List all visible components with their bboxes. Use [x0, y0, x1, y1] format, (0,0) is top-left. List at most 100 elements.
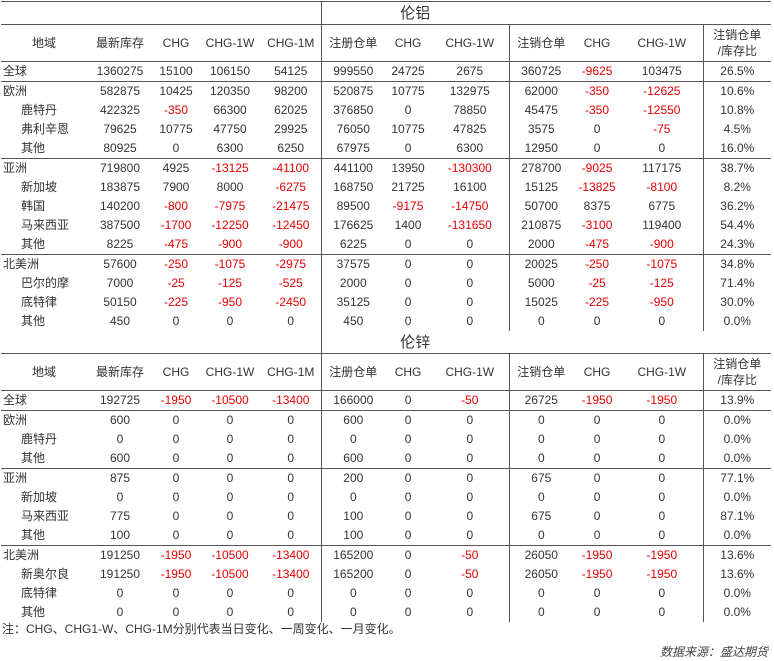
column-header: 注册仓单 [320, 24, 386, 62]
data-cell: 0 [287, 490, 295, 504]
region-label: 其他 [21, 237, 46, 251]
data-cell: 0 [404, 276, 412, 290]
data-cell: 0 [172, 490, 180, 504]
data-cell: 71.4% [702, 274, 772, 293]
region-label: 全球 [3, 64, 28, 78]
ratio-header-line1: 注销仓单 [713, 357, 762, 371]
column-header: CHG-1W [431, 353, 510, 391]
data-cell: 13.6% [702, 565, 772, 584]
data-cell: 62000 [508, 81, 574, 101]
data-cell: 0 [466, 432, 474, 446]
region-label: 全球 [3, 393, 28, 407]
data-cell: 165200 [320, 545, 386, 565]
data-cell: -1075 [621, 254, 704, 274]
data-cell: -950 [649, 295, 674, 309]
data-cell: -125 [217, 276, 243, 290]
data-cell: 1360275 [96, 64, 144, 78]
table-row: 新加坡 0 0 0 0 0 0 0 0 0 0 0.0% [1, 488, 772, 507]
data-cell: 0 [431, 468, 510, 488]
data-cell: 12950 [508, 139, 574, 159]
data-cell: 47750 [213, 122, 247, 136]
data-cell: 0 [404, 528, 412, 542]
table-row: 亚洲 875 0 0 0 200 0 0 675 0 0 77.1% [1, 468, 772, 488]
data-cell: 66300 [213, 103, 247, 117]
region-label: 亚洲 [1, 158, 87, 178]
data-cell: 0 [593, 451, 601, 465]
data-cell: 450 [109, 314, 131, 328]
data-cell: -350 [163, 103, 189, 117]
data-cell: -13825 [578, 180, 616, 194]
data-cell: -130300 [431, 158, 510, 178]
region-label: 鹿特丹 [21, 103, 58, 117]
data-cell: 8225 [106, 237, 134, 251]
data-cell: 98200 [261, 81, 322, 101]
region-label: 巴尔的摩 [21, 276, 70, 290]
data-cell: 0 [172, 509, 180, 523]
data-cell: 0 [508, 449, 574, 469]
metal-title: 伦锌 [320, 331, 510, 354]
data-cell: -1950 [581, 567, 613, 581]
data-cell: -900 [649, 237, 674, 251]
data-cell: 719800 [87, 158, 153, 178]
data-cell: 0 [172, 432, 180, 446]
data-cell: 100 [320, 507, 386, 526]
data-cell: 0 [621, 410, 704, 430]
data-cell: -12625 [621, 81, 704, 101]
data-cell: 0 [199, 410, 261, 430]
column-header: CHG [385, 24, 432, 62]
data-cell: 0 [508, 584, 574, 603]
column-header: 注册仓单 [320, 353, 386, 391]
data-cell: 0 [320, 603, 386, 622]
data-cell: -8100 [646, 180, 678, 194]
data-cell: -25 [588, 276, 606, 290]
data-cell: 54.4% [702, 216, 772, 235]
data-cell: 422325 [99, 103, 141, 117]
data-cell: 0 [320, 430, 386, 449]
data-cell: 183875 [99, 180, 141, 194]
column-header: 最新库存 [87, 353, 153, 391]
data-cell: 0 [116, 432, 124, 446]
title-spacer [509, 1, 772, 25]
data-cell: -10500 [211, 567, 249, 581]
column-header: CHG [573, 353, 622, 391]
data-cell: 0 [116, 605, 124, 619]
data-cell: -13125 [199, 158, 261, 178]
footnote: 注：CHG、CHG1-W、CHG-1M分别代表当日变化、一周变化、一月变化。 [2, 622, 401, 636]
data-cell: -1950 [646, 393, 678, 407]
data-cell: 62025 [274, 103, 308, 117]
data-cell: 0 [404, 103, 412, 117]
data-cell: 387500 [99, 218, 141, 232]
table-row: 鹿特丹 0 0 0 0 0 0 0 0 0 0 0.0% [1, 430, 772, 449]
data-cell: 0 [466, 605, 474, 619]
data-cell: 34.8% [702, 254, 772, 274]
table-row: 北美洲 57600 -250 -1075 -2975 37575 0 0 20025 -250 -1… [1, 254, 772, 274]
data-cell: 0 [466, 451, 474, 465]
data-cell: 10775 [391, 122, 425, 136]
data-cell: -12450 [272, 218, 310, 232]
table-row: 新加坡 183875 7900 8000 -6275 168750 21725 16100 15… [1, 178, 772, 197]
data-cell: -13400 [272, 567, 310, 581]
data-cell: -10500 [199, 545, 261, 565]
data-cell: 36.2% [702, 197, 772, 216]
data-cell: 0 [621, 468, 704, 488]
data-cell: 0 [593, 122, 601, 136]
data-cell: 0 [287, 314, 295, 328]
data-cell: 0 [172, 586, 180, 600]
data-cell: 0 [199, 468, 261, 488]
column-header: CHG [573, 24, 622, 62]
data-cell: 67975 [320, 139, 386, 159]
table-row: 底特律 50150 -225 -950 -2450 35125 0 0 15025 -225 -95… [1, 293, 772, 312]
data-cell: 0 [226, 509, 234, 523]
data-cell: 24.3% [702, 235, 772, 255]
data-cell: 0 [385, 410, 432, 430]
data-cell: 520875 [320, 81, 386, 101]
table-title-row: 伦锌 [1, 331, 772, 354]
data-cell: 0 [431, 410, 510, 430]
data-cell: 0 [226, 528, 234, 542]
table-title-row: 伦铝 [1, 1, 772, 25]
title-spacer [1, 331, 322, 354]
data-cell: 0 [153, 468, 199, 488]
region-label: 北美洲 [1, 254, 87, 274]
data-cell: 6225 [320, 235, 386, 255]
region-label: 韩国 [21, 199, 46, 213]
